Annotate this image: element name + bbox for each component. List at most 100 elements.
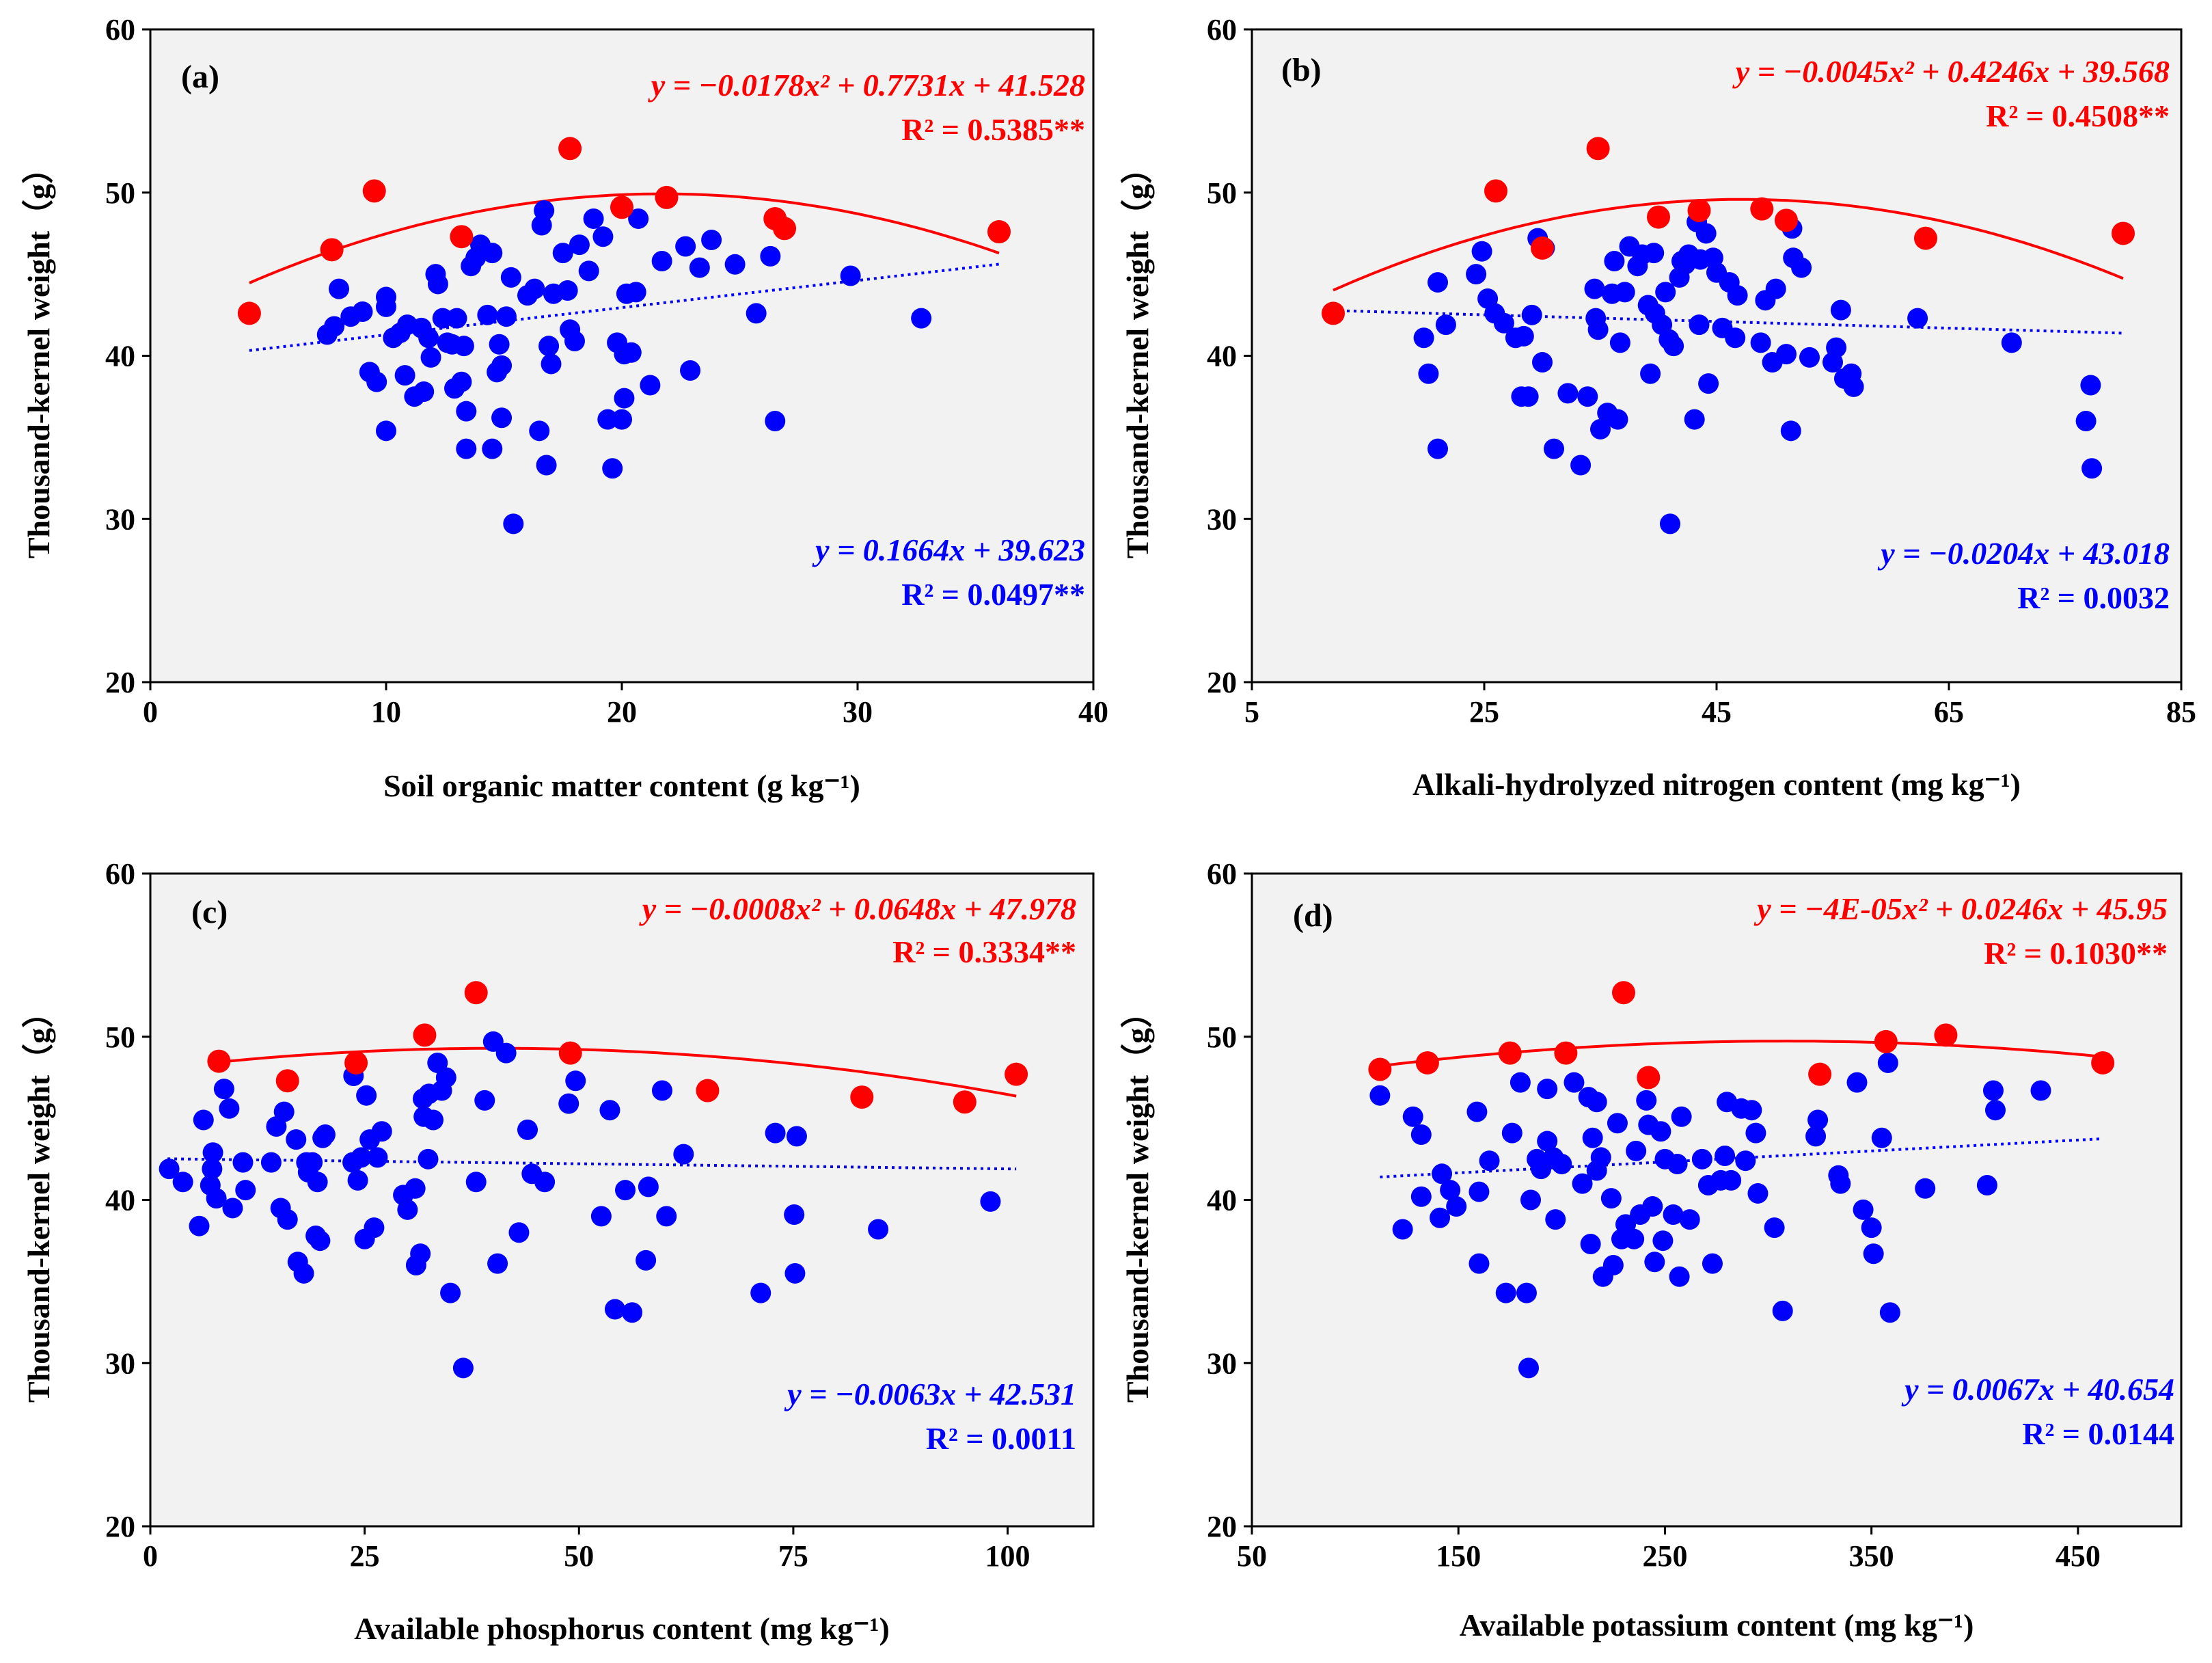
- panel-b-blue-point: [1826, 337, 1847, 358]
- panel-a-blue-point: [746, 303, 767, 324]
- panel-b-blue-point: [2080, 375, 2101, 396]
- panel-c-blue-point: [351, 1147, 372, 1168]
- panel-c-blue-point: [293, 1262, 314, 1284]
- panel-c-blue-point: [397, 1199, 418, 1220]
- panel-a-red-point: [320, 238, 344, 262]
- panel-c-blue-point: [277, 1209, 298, 1230]
- panel-b-x-tick-label: 65: [1934, 695, 1964, 729]
- panel-b-blue-point: [1643, 243, 1665, 264]
- panel-b-blue-point: [1727, 285, 1748, 306]
- panel-c-blue-point: [656, 1206, 677, 1227]
- panel-d-red-point: [1368, 1057, 1392, 1081]
- panel-a-red-point: [558, 137, 582, 161]
- panel-d-blue-point: [1846, 1072, 1868, 1093]
- panel-a-blue-point: [701, 229, 722, 250]
- panel-c-blue-point: [487, 1253, 508, 1274]
- panel-b-red-fit-curve: [1333, 198, 2124, 292]
- panel-c-blue-point: [673, 1144, 694, 1165]
- panel-a-blue-point: [680, 360, 701, 381]
- panel-d-blue-point: [1479, 1150, 1500, 1172]
- panel-a-blue-equation: y = 0.1664x + 39.623: [812, 532, 1085, 567]
- panel-b-blue-point: [1907, 308, 1928, 329]
- panel-d-y-tick-label: 30: [1207, 1347, 1237, 1380]
- panel-a-y-tick-label: 40: [105, 340, 135, 373]
- panel-b-blue-point: [1604, 251, 1625, 272]
- panel-a-blue-point: [578, 260, 599, 282]
- panel-a-x-tick-label: 10: [371, 695, 401, 729]
- panel-d-blue-point: [1715, 1146, 1736, 1167]
- panel-b-blue-point: [1655, 282, 1676, 303]
- panel-a-blue-point: [491, 407, 513, 429]
- panel-b-y-tick-label: 20: [1207, 666, 1237, 699]
- panel-a-red-point: [450, 225, 474, 249]
- panel-c-blue-point: [786, 1126, 807, 1147]
- panel-a-blue-point: [324, 316, 345, 337]
- panel-b-blue-point: [1518, 386, 1539, 407]
- panel-d-blue-point: [1745, 1122, 1766, 1144]
- panel-a-x-tick-label: 40: [1078, 695, 1108, 729]
- panel-a-red-fit-curve: [249, 192, 1000, 284]
- panel-b-blue-point: [1614, 282, 1635, 303]
- panel-a-blue-point: [620, 342, 642, 363]
- panel-a-blue-point: [765, 411, 786, 431]
- panel-a-y-tick-label: 30: [105, 502, 135, 536]
- panel-a-blue-point: [500, 267, 521, 288]
- panel-b-x-tick-label: 45: [1702, 695, 1732, 729]
- panel-b-blue-point: [2075, 411, 2097, 431]
- panel-b-blue-point: [1698, 373, 1719, 394]
- panel-c-blue-point: [193, 1109, 214, 1131]
- panel-b-blue-point: [1830, 299, 1851, 321]
- panel-b: 5 25 45 65 85 20 30 40 50 60 (b) y = −0.0045x² + …: [1120, 13, 2196, 802]
- panel-c-blue-equation: y = −0.0063x + 42.531: [784, 1377, 1076, 1411]
- panel-a-blue-point: [614, 388, 635, 409]
- panel-b-blue-point: [1684, 409, 1705, 430]
- panel-d-blue-point: [1650, 1121, 1671, 1142]
- panel-a-blue-point: [453, 336, 474, 357]
- panel-c-blue-point: [232, 1152, 254, 1173]
- panel-d-blue-point: [1702, 1253, 1723, 1274]
- panel-b-x-tick-label: 5: [1244, 695, 1259, 729]
- panel-b-y-tick-label: 60: [1207, 13, 1237, 46]
- panel-a-blue-point: [376, 420, 396, 442]
- panel-d-blue-point: [1626, 1140, 1647, 1161]
- panel-c-blue-point: [558, 1093, 579, 1114]
- panel-c-blue-point: [651, 1080, 672, 1101]
- panel-d-blue-point: [1545, 1209, 1566, 1230]
- panel-a-blue-point: [651, 251, 672, 272]
- panel-d-blue-point: [1440, 1180, 1461, 1201]
- panel-d-red-point: [1554, 1041, 1578, 1065]
- panel-d-label: (d): [1293, 897, 1333, 934]
- panel-d-blue-point: [1624, 1228, 1645, 1249]
- panel-d-blue-point: [1642, 1196, 1663, 1217]
- panel-c-y-tick-label: 40: [105, 1184, 135, 1217]
- panel-a-blue-fit-line: [249, 262, 1000, 352]
- panel-c-y-tick-label: 20: [105, 1510, 135, 1543]
- panel-c-blue-point: [367, 1147, 388, 1168]
- panel-a-blue-point: [394, 365, 415, 386]
- panel-b-blue-point: [1577, 386, 1598, 407]
- panel-a-label: (a): [181, 59, 219, 95]
- panel-b-blue-point: [1587, 319, 1609, 340]
- panel-c-x-tick-label: 75: [778, 1539, 808, 1573]
- panel-c-x-tick-label: 50: [564, 1539, 594, 1573]
- panel-a-blue-point: [482, 438, 503, 459]
- panel-d-red-equation: y = −4E-05x² + 0.0246x + 45.95: [1753, 891, 2168, 926]
- panel-a-blue-point: [569, 234, 590, 256]
- panel-a-blue-point: [477, 304, 498, 325]
- panel-b-blue-point: [1607, 409, 1628, 430]
- panel-c-red-equation: y = −0.0008x² + 0.0648x + 47.978: [639, 891, 1076, 926]
- panel-a-blue-point: [724, 254, 746, 275]
- panel-d: 50 150 250 350 450 20 30 40 50 60 (d) y = −4E-05x…: [1120, 857, 2183, 1642]
- panel-c-blue-point: [286, 1129, 307, 1150]
- panel-a-y-tick-label: 60: [105, 13, 135, 46]
- panel-c-blue-point: [599, 1100, 620, 1121]
- panel-d-blue-point: [1976, 1175, 1997, 1196]
- panel-a-y-tick-label: 50: [105, 176, 135, 210]
- panel-b-blue-point: [1428, 272, 1448, 293]
- panel-a-blue-point: [352, 301, 373, 323]
- panel-a-blue-point: [529, 420, 550, 442]
- panel-a-blue-point: [446, 308, 467, 329]
- panel-a-x-tick-label: 30: [843, 695, 873, 729]
- panel-d-plot-area: [1251, 872, 2183, 1528]
